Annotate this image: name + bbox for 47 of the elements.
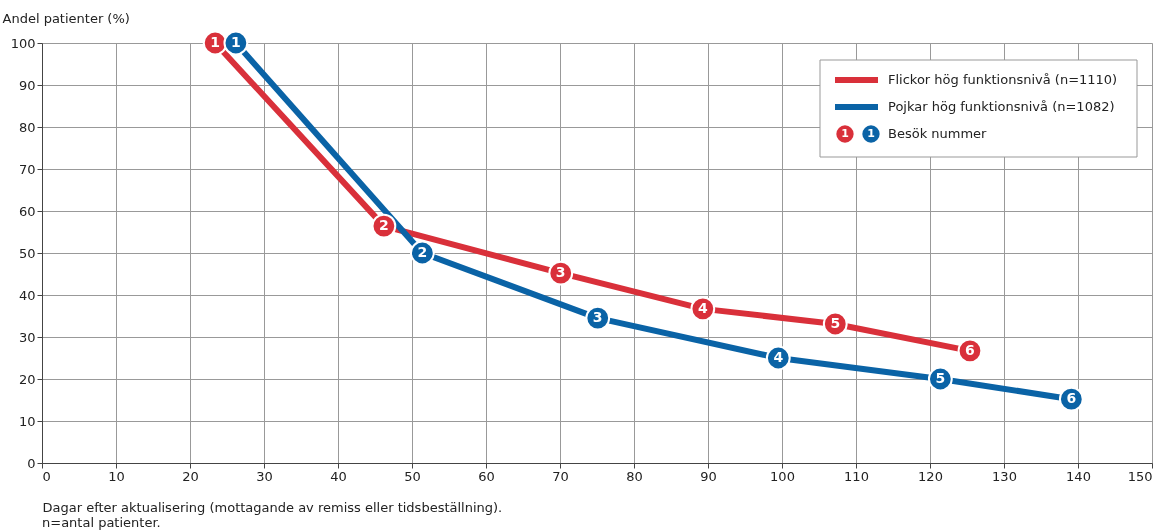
annotation: 6 — [1066, 390, 1077, 407]
annotation: 3 — [555, 264, 566, 281]
annotation: 5 — [830, 314, 841, 331]
y-tick-label: 50 — [18, 245, 36, 261]
x-tick-label: 0 — [42, 468, 51, 484]
annotation: 4 — [697, 299, 708, 316]
x-tick-label: 90 — [700, 468, 717, 484]
x-tick-label: 20 — [182, 468, 199, 484]
y-tick-label: 80 — [18, 119, 36, 135]
y-tick-label: 30 — [18, 329, 36, 345]
annotation: 1 — [231, 34, 241, 50]
annotation: 4 — [773, 349, 784, 365]
annotation: 2 — [379, 217, 389, 234]
x-tick-label: 130 — [992, 468, 1017, 484]
text: n=antal patienter. — [42, 515, 161, 530]
x-tick-label: 110 — [844, 468, 869, 484]
annotation: 1 — [210, 34, 221, 50]
x-tick-label: 50 — [404, 468, 421, 484]
legend-label: Flickor hög funktionsnivå (n=1110) — [888, 72, 1118, 87]
annotation: Besök nummer — [888, 126, 988, 141]
x-tick-label: 140 — [1066, 468, 1091, 484]
y-tick-label: 20 — [18, 371, 36, 387]
x-tick-label: 30 — [256, 468, 273, 484]
y-tick-label: 60 — [18, 203, 36, 219]
annotation: 3 — [592, 309, 603, 326]
y-axis-title: Andel patienter (%) — [2, 10, 130, 26]
x-tick-label: 150 — [1127, 468, 1153, 484]
y-tick-label: 90 — [18, 77, 36, 93]
y-tick-label: 70 — [18, 161, 36, 177]
annotation: 6 — [965, 341, 975, 358]
text: 1 — [867, 127, 875, 140]
x-tick-label: 40 — [330, 468, 347, 484]
x-tick-label: 10 — [108, 468, 125, 484]
x-tick-label: 80 — [626, 468, 643, 484]
legend-label: Pojkar hög funktionsnivå (n=1082) — [888, 99, 1115, 114]
x-tick-label: 60 — [478, 468, 495, 484]
x-tick-label: 100 — [770, 468, 795, 484]
y-tick-label: 40 — [18, 287, 36, 303]
x-tick-label: 70 — [552, 468, 569, 484]
text: 1 — [841, 127, 849, 140]
y-tick-label: 10 — [18, 413, 36, 429]
x-tick-label: 120 — [918, 468, 943, 484]
x-axis-title: Dagar efter aktualisering (mottagande av remiss eller tidsbeställning). — [42, 499, 503, 515]
y-tick-label: 0 — [27, 455, 36, 471]
y-tick-label: 100 — [10, 35, 36, 51]
annotation: 2 — [417, 244, 428, 260]
annotation: 5 — [935, 370, 946, 386]
